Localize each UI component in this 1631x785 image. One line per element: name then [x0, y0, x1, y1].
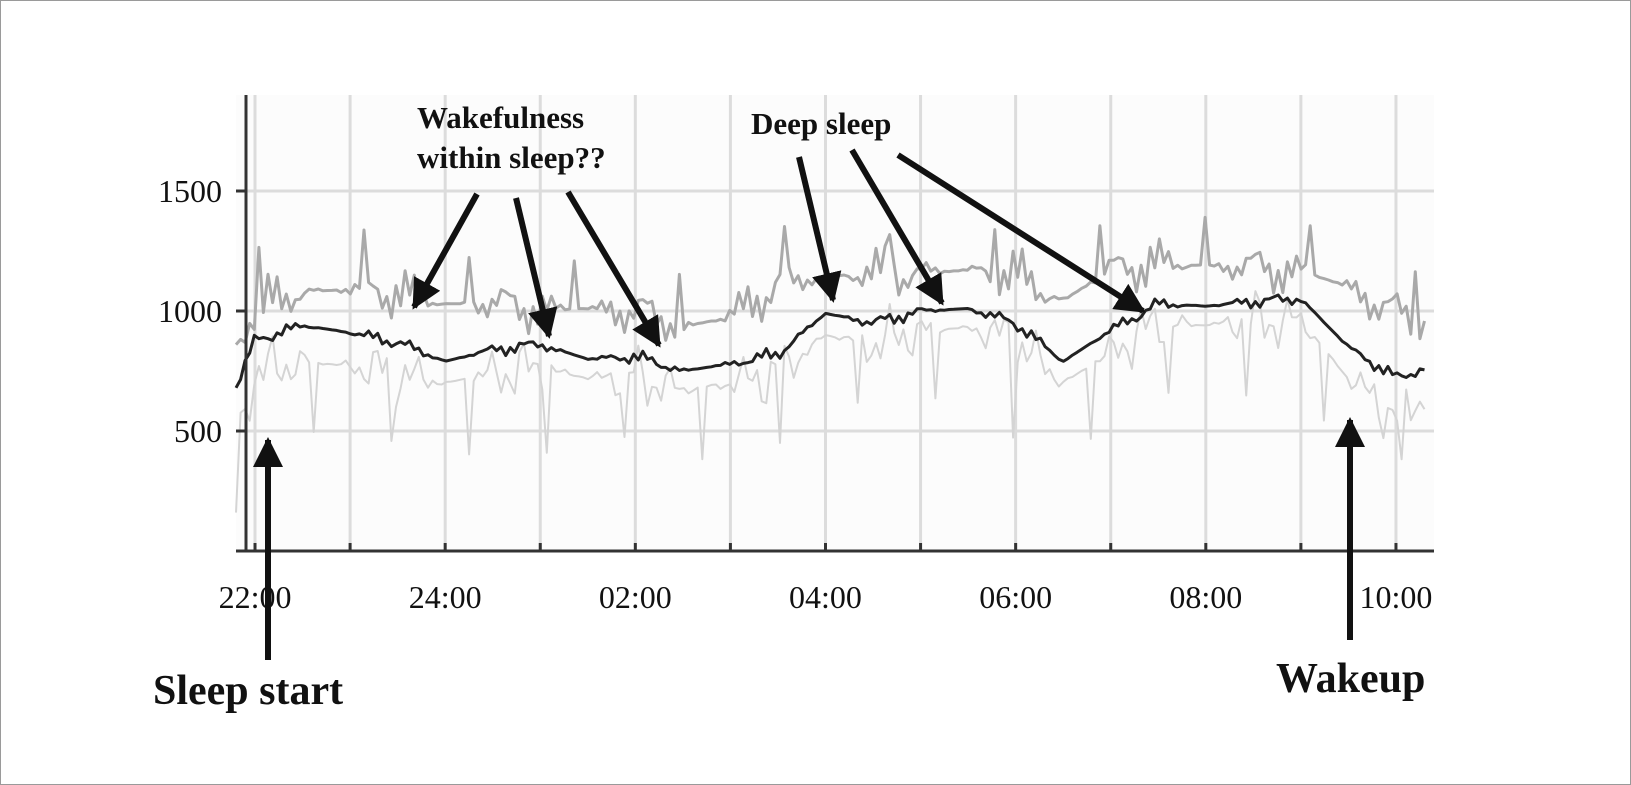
x-tick-label: 06:00	[979, 579, 1052, 615]
annotation-deep-sleep: Deep sleep	[751, 106, 1146, 314]
y-tick-label: 1000	[158, 293, 222, 329]
x-tick-label: 24:00	[409, 579, 482, 615]
grid	[236, 95, 1434, 551]
y-tick-label: 500	[174, 413, 222, 449]
axes	[236, 95, 1434, 553]
annotation-wakeup: Wakeup	[1276, 417, 1425, 702]
arrow-wakefulness-2	[513, 197, 558, 339]
x-tick-label: 08:00	[1169, 579, 1242, 615]
arrow-deep-sleep-2	[849, 148, 945, 306]
arrow-deep-sleep-3	[896, 152, 1146, 314]
y-tick-label: 1500	[158, 173, 222, 209]
arrow-wakefulness-3	[565, 190, 662, 348]
annotation-sleep-start: Sleep start	[153, 437, 343, 714]
annotation-deep-sleep-label: Deep sleep	[751, 106, 891, 141]
annotation-wakefulness-line1: Wakefulness	[417, 100, 584, 135]
series-3-line	[235, 290, 1426, 513]
series-2-line	[234, 293, 1425, 389]
annotation-wakefulness-line2: within sleep??	[417, 140, 606, 175]
tick-labels: 500 1000 1500 22:00 24:00 02:00 04:00 06:00 08:0…	[158, 173, 1432, 615]
annotation-sleep-start-label: Sleep start	[153, 668, 343, 714]
arrow-deep-sleep-1	[796, 156, 842, 303]
plot-area	[236, 95, 1434, 551]
annotation-wakefulness: Wakefulness within sleep??	[411, 100, 662, 348]
annotation-wakeup-label: Wakeup	[1276, 656, 1425, 702]
x-tick-label: 10:00	[1360, 579, 1433, 615]
x-tick-label: 04:00	[789, 579, 862, 615]
arrow-wakefulness-1	[411, 192, 480, 310]
x-tick-label: 22:00	[219, 579, 292, 615]
x-tick-label: 02:00	[599, 579, 672, 615]
